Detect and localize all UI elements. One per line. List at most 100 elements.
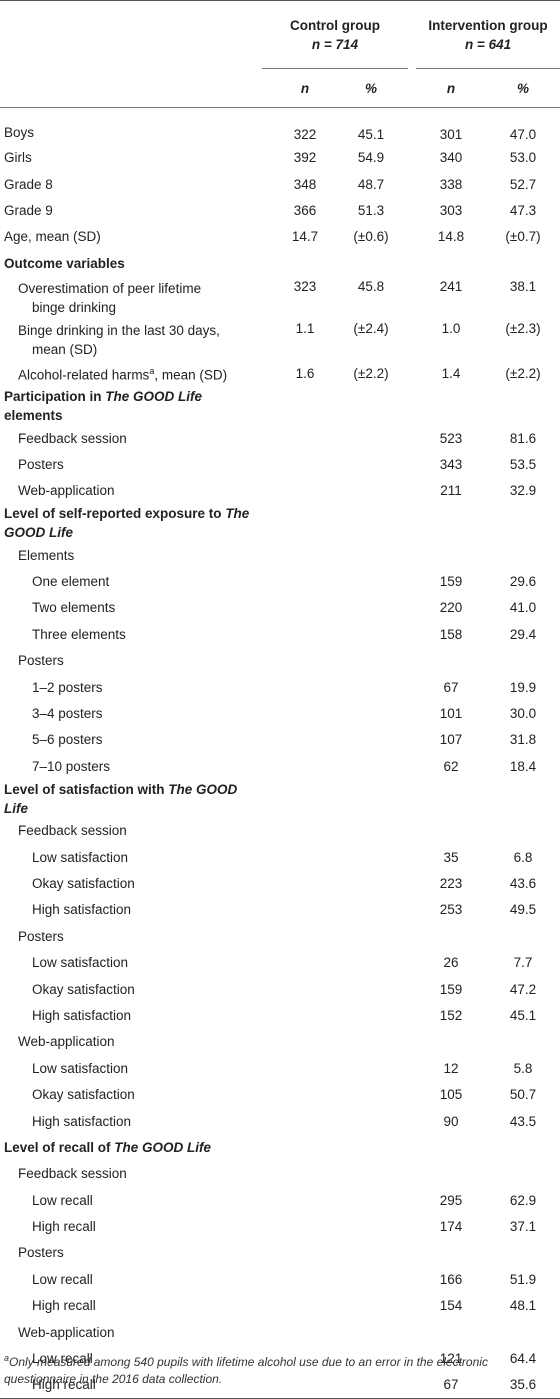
gap-cell	[408, 1319, 416, 1345]
table-row: Age, mean (SD) 14.7 (±0.6) 14.8 (±0.7)	[0, 224, 560, 250]
row-label-text: Feedback session	[18, 430, 127, 446]
row-label-text: One element	[32, 574, 110, 590]
intervention-pct-cell	[486, 1240, 560, 1266]
row-label: Grade 8	[0, 171, 262, 197]
control-pct-cell: 48.7	[357, 176, 385, 192]
control-pct-cell	[334, 897, 408, 923]
intervention-n-cell	[416, 1029, 486, 1055]
control-n-cell: 392	[293, 150, 317, 166]
row-label-text: Low satisfaction	[32, 849, 129, 865]
row-label: Grade 9	[0, 197, 262, 223]
table-row: Outcome variables	[0, 250, 560, 276]
intervention-pct-cell	[486, 1029, 560, 1055]
section-label: Level of satisfaction with The GOOD Life	[0, 780, 262, 818]
row-label-text: Okay satisfaction	[32, 981, 135, 997]
intervention-pct-cell: 41.0	[509, 600, 537, 616]
intervention-n-cell: 35	[443, 849, 459, 865]
intervention-n-cell: 211	[440, 483, 462, 499]
intervention-pct-cell: 43.5	[509, 1113, 537, 1129]
intervention-pct-cell: 5.8	[513, 1060, 533, 1076]
control-n-cell	[262, 1213, 334, 1239]
section-label: Posters	[0, 1240, 262, 1266]
intervention-n-cell: 67	[443, 679, 459, 695]
control-pct-cell: 45.1	[357, 126, 385, 142]
row-label: Low recall	[0, 1345, 262, 1371]
control-pct-cell	[334, 621, 408, 647]
control-pct-cell	[334, 1266, 408, 1292]
intervention-pct-cell: 81.6	[509, 430, 537, 446]
intervention-pct-header: %	[486, 68, 560, 108]
gap-cell	[408, 360, 416, 386]
gap-cell	[408, 949, 416, 975]
control-n-cell: 14.7	[291, 229, 319, 245]
intervention-n-cell: 14.8	[437, 229, 465, 245]
gap-cell	[408, 727, 416, 753]
row-label-text: Low satisfaction	[32, 955, 129, 971]
intervention-pct-cell	[486, 250, 560, 276]
gap-cell	[408, 1213, 416, 1239]
intervention-pct-cell: 38.1	[509, 279, 537, 295]
intervention-n-cell: 12	[443, 1060, 459, 1076]
gap-cell	[408, 870, 416, 896]
control-n-cell	[262, 976, 334, 1002]
row-label: Low recall	[0, 1266, 262, 1292]
control-pct-cell: (±0.6)	[353, 229, 389, 245]
intervention-pct-cell: 19.9	[509, 679, 537, 695]
program-name: The GOOD Life	[114, 1139, 212, 1155]
intervention-pct-cell	[486, 818, 560, 844]
table-row: Level of satisfaction with The GOOD Life	[0, 780, 560, 818]
row-label: 3–4 posters	[0, 700, 262, 726]
control-n-cell	[262, 870, 334, 896]
table-row: Posters	[0, 923, 560, 949]
intervention-n-cell	[416, 542, 486, 568]
control-n-cell	[262, 595, 334, 621]
gap-cell	[408, 1002, 416, 1028]
control-pct-cell	[334, 1029, 408, 1055]
control-group-header: Control group n = 714	[262, 0, 409, 69]
row-label-text: Three elements	[32, 626, 126, 642]
table-row: High satisfaction 90 43.5	[0, 1108, 560, 1134]
intervention-n-cell: 159	[439, 981, 463, 997]
section-label: Feedback session	[0, 818, 262, 844]
section-label: Posters	[0, 648, 262, 674]
footnote: aOnly measured among 540 pupils with lif…	[4, 1350, 556, 1388]
intervention-n-cell: 1.4	[441, 366, 461, 382]
intervention-group-n: n = 641	[464, 36, 512, 52]
row-label-pre: Alcohol-related harms	[18, 367, 150, 383]
control-pct-cell	[334, 1134, 408, 1160]
control-n-cell: 348	[293, 176, 317, 192]
intervention-n-cell: 223	[439, 876, 463, 891]
control-pct-cell	[334, 1002, 408, 1028]
footnote-text: Only measured among 540 pupils with life…	[4, 1355, 488, 1386]
table-row: Boys 322 45.1 301 47.0	[0, 108, 560, 145]
control-n-cell	[262, 1161, 334, 1187]
intervention-pct-cell	[486, 923, 560, 949]
row-label-pre: Level of satisfaction with	[4, 781, 169, 797]
intervention-n-cell: 159	[439, 574, 463, 590]
row-label: High recall	[0, 1293, 262, 1319]
row-label-text: Posters	[18, 653, 64, 669]
control-n-cell	[262, 504, 334, 542]
row-label-pre: Level of recall of	[4, 1139, 115, 1155]
gap-cell	[408, 542, 416, 568]
row-label-text: High recall	[32, 1298, 96, 1314]
section-label: Level of recall of The GOOD Life	[0, 1134, 262, 1160]
row-label-text: High satisfaction	[32, 1007, 132, 1023]
table-row: Feedback session 523 81.6	[0, 425, 560, 451]
intervention-pct-cell: 43.6	[509, 876, 537, 891]
intervention-n-cell: 295	[439, 1192, 463, 1208]
intervention-pct-cell: 31.8	[509, 732, 537, 748]
control-n-cell	[262, 923, 334, 949]
intervention-pct-cell: 29.6	[509, 574, 537, 590]
table-row: 7–10 posters 62 18.4	[0, 753, 560, 779]
row-label: Okay satisfaction	[0, 976, 262, 1002]
control-pct-cell	[334, 780, 408, 818]
row-label: High satisfaction	[0, 897, 262, 923]
intervention-n-cell	[416, 1319, 486, 1345]
intervention-n-cell: 105	[439, 1087, 463, 1103]
gap-cell	[408, 1108, 416, 1134]
gap-cell	[408, 171, 416, 197]
control-n-cell	[262, 1002, 334, 1028]
gap-cell	[408, 1029, 416, 1055]
